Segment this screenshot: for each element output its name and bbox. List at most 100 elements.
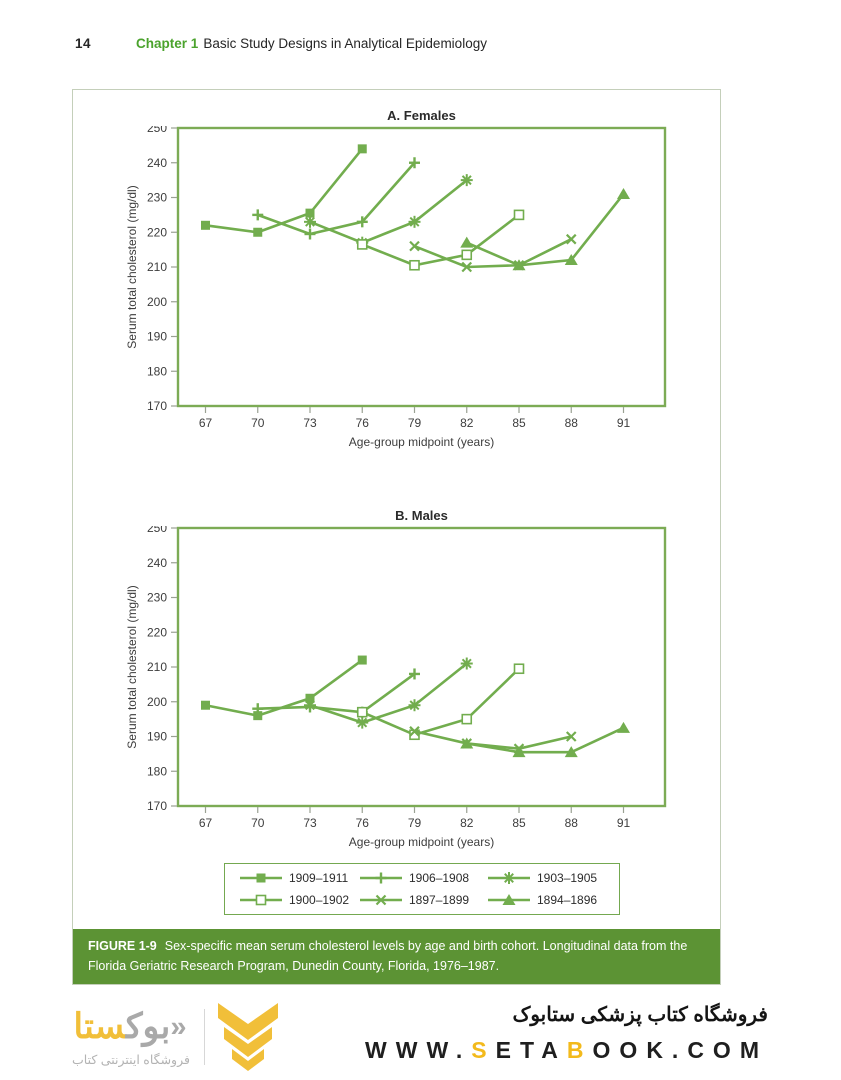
chart-females-title: A. Females (387, 108, 456, 123)
footer-text-block: فروشگاه کتاب پزشکی ستابوک WWW.SETABOOK.C… (365, 1003, 768, 1064)
svg-text:220: 220 (147, 625, 167, 639)
triangle-legend-icon (488, 894, 530, 905)
svg-text:79: 79 (408, 816, 422, 830)
legend-item: 1900–1902 (239, 892, 357, 908)
svg-text:67: 67 (199, 816, 213, 830)
x-legend-icon (360, 894, 402, 906)
chart-females: A. Females 250 240 230 220 210 200 190 180 170 67… (73, 106, 720, 458)
svg-text:200: 200 (147, 695, 167, 709)
y-axis-title: Serum total cholesterol (mg/dl) (125, 585, 139, 748)
svg-text:190: 190 (147, 330, 167, 344)
svg-text:79: 79 (408, 416, 422, 430)
chapter-title: Basic Study Designs in Analytical Epidem… (203, 36, 487, 51)
x-axis-title: Age-group midpoint (years) (349, 435, 494, 449)
legend-item: 1894–1896 (487, 892, 605, 908)
svg-text:240: 240 (147, 156, 167, 170)
chart-legend: 1909–1911 1906–1908 1903–1905 1900–1902 1897… (224, 863, 620, 915)
svg-text:82: 82 (460, 816, 474, 830)
logo-chevron-icon (217, 1003, 278, 1071)
legend-label: 1897–1899 (409, 893, 470, 907)
svg-text:230: 230 (147, 191, 167, 205)
star-legend-icon (488, 872, 530, 884)
svg-text:220: 220 (147, 225, 167, 239)
footer-url-segment: OOK.COM (592, 1037, 768, 1063)
svg-text:250: 250 (147, 126, 167, 135)
legend-label: 1900–1902 (289, 893, 350, 907)
figure-caption: FIGURE 1-9 Sex-specific mean serum choles… (73, 929, 720, 984)
svg-text:67: 67 (199, 416, 213, 430)
series-1909-1911 (201, 144, 367, 237)
svg-text:250: 250 (147, 526, 167, 535)
svg-text:88: 88 (565, 416, 579, 430)
svg-text:70: 70 (251, 416, 265, 430)
logo-subtitle: فروشگاه اینترنتی کتاب (72, 1053, 190, 1067)
chart-males: B. Males 250 240 230 220 210 200 190 180 170 67 70… (73, 506, 720, 858)
svg-text:85: 85 (512, 416, 526, 430)
figure-box: A. Females 250 240 230 220 210 200 190 180 170 67… (72, 89, 721, 985)
footer-url-segment: ETA (495, 1037, 567, 1063)
guillemet-icon: « (170, 1011, 187, 1043)
svg-text:210: 210 (147, 260, 167, 274)
series-1900-1902 (356, 209, 525, 271)
legend-item: 1909–1911 (239, 870, 357, 886)
legend-item: 1906–1908 (359, 870, 485, 886)
legend-label: 1906–1908 (409, 871, 470, 885)
svg-text:190: 190 (147, 730, 167, 744)
legend-item: 1897–1899 (359, 892, 485, 908)
series-1900-1902 (356, 663, 525, 741)
svg-text:73: 73 (303, 816, 317, 830)
series-1894-1896 (460, 188, 631, 271)
y-axis-title: Serum total cholesterol (mg/dl) (125, 185, 139, 348)
logo-wordmark-gray: بوک (125, 1007, 171, 1046)
filled-square-legend-icon (240, 873, 282, 883)
svg-text:200: 200 (147, 295, 167, 309)
chapter-label: Chapter 1 (136, 36, 199, 51)
series-1903-1905 (304, 174, 473, 249)
logo-wordmark-block: «بوکستا فروشگاه اینترنتی کتاب (72, 1009, 190, 1067)
svg-text:76: 76 (356, 416, 370, 430)
plus-legend-icon (360, 872, 402, 884)
logo-wordmark: «بوکستا (73, 1009, 188, 1044)
figure-caption-label: FIGURE 1-9 (88, 939, 157, 954)
series-1897-1899 (409, 726, 577, 754)
legend-label: 1894–1896 (537, 893, 598, 907)
svg-text:76: 76 (356, 816, 370, 830)
logo-divider (203, 1009, 205, 1065)
svg-text:180: 180 (147, 764, 167, 778)
legend-label: 1903–1905 (537, 871, 598, 885)
svg-text:91: 91 (617, 416, 631, 430)
svg-text:70: 70 (251, 816, 265, 830)
series-1894-1896 (460, 721, 631, 758)
open-square-legend-icon (240, 894, 282, 906)
page-header: 14 Chapter 1 Basic Study Designs in Analyt… (75, 36, 487, 51)
series-1906-1908 (252, 157, 421, 240)
svg-text:230: 230 (147, 591, 167, 605)
footer-url-segment: B (566, 1037, 593, 1063)
svg-text:91: 91 (617, 816, 631, 830)
x-axis-title: Age-group midpoint (years) (349, 835, 494, 849)
svg-text:73: 73 (303, 416, 317, 430)
setabook-logo: «بوکستا فروشگاه اینترنتی کتاب (72, 1003, 279, 1075)
svg-text:82: 82 (460, 416, 474, 430)
footer-branding: «بوکستا فروشگاه اینترنتی کتاب فروشگاه کت… (72, 1003, 768, 1075)
legend-label: 1909–1911 (289, 871, 349, 885)
chart-males-plot: 250 240 230 220 210 200 190 180 170 67 70 73 76 79 82 8… (125, 526, 667, 849)
footer-url: WWW.SETABOOK.COM (365, 1037, 768, 1064)
svg-text:88: 88 (565, 816, 579, 830)
series-1897-1899 (409, 233, 577, 273)
chart-females-plot: 250 240 230 220 210 200 190 180 170 67 70 73 76 79 82 8… (125, 126, 667, 449)
footer-url-segment: S (471, 1037, 496, 1063)
legend-item: 1903–1905 (487, 870, 605, 886)
svg-text:180: 180 (147, 364, 167, 378)
svg-text:210: 210 (147, 660, 167, 674)
footer-url-segment: WWW. (365, 1037, 472, 1063)
logo-wordmark-yellow: ستا (73, 1007, 126, 1046)
chart-males-title: B. Males (395, 508, 448, 523)
footer-persian-title: فروشگاه کتاب پزشکی ستابوک (512, 1004, 768, 1026)
svg-text:240: 240 (147, 556, 167, 570)
figure-caption-text: Sex-specific mean serum cholesterol leve… (88, 939, 688, 973)
svg-text:85: 85 (512, 816, 526, 830)
page-number: 14 (75, 36, 92, 51)
svg-text:170: 170 (147, 399, 167, 413)
